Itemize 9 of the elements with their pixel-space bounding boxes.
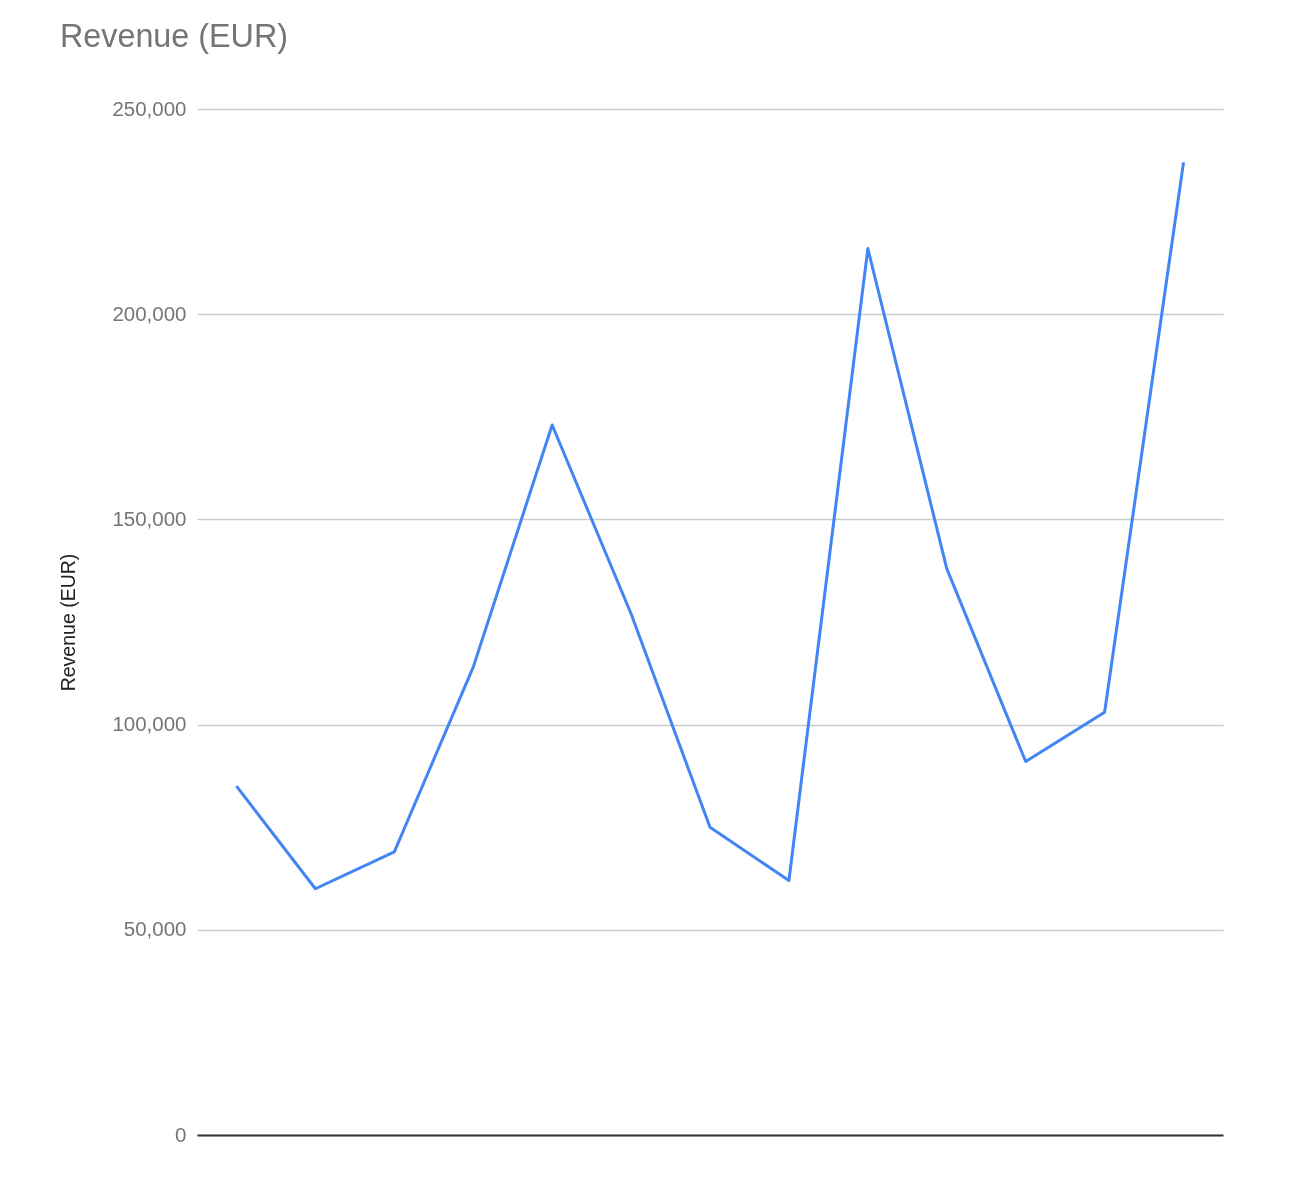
y-tick-label: 100,000	[112, 712, 187, 736]
y-tick-label: 200,000	[112, 301, 187, 325]
y-tick-label: 250,000	[112, 96, 187, 120]
y-tick-label: 150,000	[112, 506, 187, 530]
line-series	[234, 160, 1186, 891]
y-tick-label: 50,000	[123, 917, 187, 941]
chart-title: Revenue (EUR)	[60, 17, 288, 54]
y-axis-title: Revenue (EUR)	[56, 553, 79, 692]
y-tick-label: 0	[175, 1122, 187, 1146]
